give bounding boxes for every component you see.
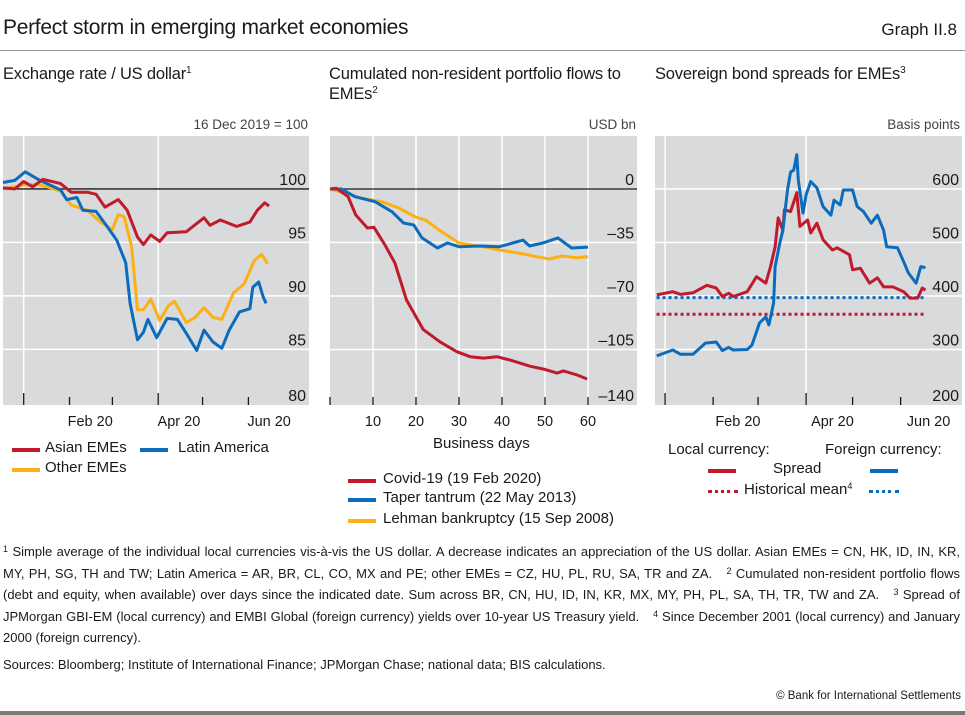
- y-tick-label: 500: [932, 225, 959, 242]
- exchange-rate-chart: 100 95 90 85 80 Feb 20 Apr 20 Jun 20: [2, 136, 309, 430]
- series-line-spread-local-currency-: [656, 191, 927, 300]
- x-tick-label: Feb 20: [68, 414, 113, 430]
- footnote-number: 2: [726, 565, 732, 576]
- footnote-number: 3: [893, 587, 899, 597]
- series-line-taper-tantrum-22-may-2013-: [330, 187, 589, 250]
- legend-swatch-covid: [348, 479, 376, 483]
- footnote-number: 4: [653, 608, 659, 619]
- y-tick-label: –140: [598, 388, 634, 405]
- series-line-latin-america: [2, 170, 268, 352]
- footnote-text: Cumulated non-resident portfolio flows (…: [3, 565, 960, 603]
- y-tick-label: 85: [288, 332, 306, 349]
- legend-label-spread: Spread: [773, 460, 822, 477]
- legend-swatch-mean-foreign: [869, 490, 899, 493]
- x-tick-label: 40: [494, 414, 510, 430]
- plot-background: [655, 136, 962, 405]
- x-axis-title: Business days: [433, 435, 530, 452]
- panel-1-title: Exchange rate / US dollar1: [3, 64, 192, 84]
- footnote-4: 4 Since December 2001 (local currency) a…: [3, 609, 960, 646]
- y-tick-label: 100: [279, 172, 306, 189]
- legend-heading-foreign: Foreign currency:: [825, 441, 942, 458]
- panel-1-unit: 16 Dec 2019 = 100: [193, 117, 308, 132]
- footnote-2: 2 Cumulated non-resident portfolio flows…: [3, 566, 960, 603]
- plot-background: [330, 136, 637, 405]
- series-line-spread-foreign-currency-: [656, 153, 926, 358]
- legend-swatch-latam: [140, 448, 168, 452]
- series-line-covid-19-19-feb-2020-: [329, 186, 588, 381]
- panel-1-title-text: Exchange rate / US dollar: [3, 65, 187, 83]
- sources-note: Sources: Bloomberg; Institute of Interna…: [3, 657, 606, 672]
- footnote-3: 3 Spread of JPMorgan GBI-EM (local curre…: [3, 587, 960, 624]
- y-tick-label: –70: [607, 279, 634, 296]
- x-tick-label: Apr 20: [811, 414, 854, 430]
- bond-spreads-chart: 600 500 400 300 200 Feb 20 Apr 20 Jun 20: [655, 136, 962, 430]
- copyright: © Bank for International Settlements: [776, 690, 961, 702]
- y-tick-label: –105: [598, 333, 634, 350]
- bottom-bar: [0, 711, 965, 715]
- y-tick-label: 80: [288, 388, 306, 405]
- y-tick-label: 95: [288, 225, 306, 242]
- legend-label-taper: Taper tantrum (22 May 2013): [383, 489, 577, 506]
- y-tick-label: 400: [932, 279, 959, 296]
- panel-3-title: Sovereign bond spreads for EMEs3: [655, 64, 906, 84]
- y-tick-label: 0: [625, 172, 634, 189]
- panel-2-unit: USD bn: [588, 117, 636, 132]
- series-line-other-emes: [2, 183, 269, 325]
- footnote-ref-1: 1: [186, 65, 192, 76]
- panel-2-title-text: Cumulated non-resident portfolio flows t…: [329, 65, 621, 103]
- x-tick-label: 60: [580, 414, 596, 430]
- footnote-ref-4: 4: [847, 481, 853, 491]
- legend-label-covid: Covid-19 (19 Feb 2020): [383, 470, 542, 487]
- legend-swatch-lehman: [348, 519, 376, 523]
- x-tick-label: 10: [365, 414, 381, 430]
- title-divider: [0, 50, 965, 51]
- legend-swatch-spread-foreign: [870, 469, 898, 473]
- y-tick-label: –35: [607, 226, 634, 243]
- x-tick-label: Jun 20: [247, 414, 291, 430]
- y-tick-label: 300: [932, 333, 959, 350]
- legend-swatch-taper: [348, 498, 376, 502]
- footnote-text: Simple average of the individual local c…: [3, 544, 960, 581]
- x-tick-label: Apr 20: [158, 414, 201, 430]
- legend-label-other: Other EMEs: [45, 459, 127, 476]
- legend-label-lehman: Lehman bankruptcy (15 Sep 2008): [383, 510, 614, 527]
- footnote-1: 1 Simple average of the individual local…: [3, 544, 960, 581]
- footnotes: 1 Simple average of the individual local…: [3, 541, 960, 649]
- graph-title: Perfect storm in emerging market economi…: [3, 16, 409, 39]
- y-tick-label: 600: [932, 172, 959, 189]
- footnote-ref-3: 3: [900, 65, 906, 76]
- panel-3-unit: Basis points: [887, 117, 960, 132]
- y-tick-label: 200: [932, 388, 959, 405]
- x-tick-label: 30: [451, 414, 467, 430]
- y-tick-label: 90: [288, 279, 306, 296]
- legend-heading-local: Local currency:: [668, 441, 770, 458]
- footnote-text: Since December 2001 (local currency) and…: [3, 608, 961, 646]
- x-tick-label: Feb 20: [715, 414, 760, 430]
- plot-background: [3, 136, 309, 405]
- legend-label-asian: Asian EMEs: [45, 439, 127, 456]
- legend-swatch-spread-local: [708, 469, 736, 473]
- legend-label-mean: Historical mean4: [744, 481, 852, 498]
- panel-2-title: Cumulated non-resident portfolio flows t…: [329, 64, 629, 104]
- series-line-asian-emes: [2, 177, 270, 247]
- x-tick-label: 20: [408, 414, 424, 430]
- legend-label-mean-text: Historical mean: [744, 481, 848, 498]
- footnote-number: 1: [3, 544, 9, 554]
- footnote-text: Spread of JPMorgan GBI-EM (local currenc…: [3, 587, 960, 624]
- footnote-ref-2: 2: [372, 85, 378, 96]
- x-tick-label: Jun 20: [907, 414, 951, 430]
- x-tick-label: 50: [537, 414, 553, 430]
- legend-swatch-mean-local: [708, 490, 738, 493]
- graph-number: Graph II.8: [881, 20, 957, 39]
- legend-swatch-other: [12, 468, 40, 472]
- portfolio-flows-chart: 0 –35 –70 –105 –140 10 20 30 40 50 60: [329, 136, 637, 430]
- panel-3-title-text: Sovereign bond spreads for EMEs: [655, 65, 901, 83]
- legend-label-latam: Latin America: [178, 439, 269, 456]
- legend-swatch-asian: [12, 448, 40, 452]
